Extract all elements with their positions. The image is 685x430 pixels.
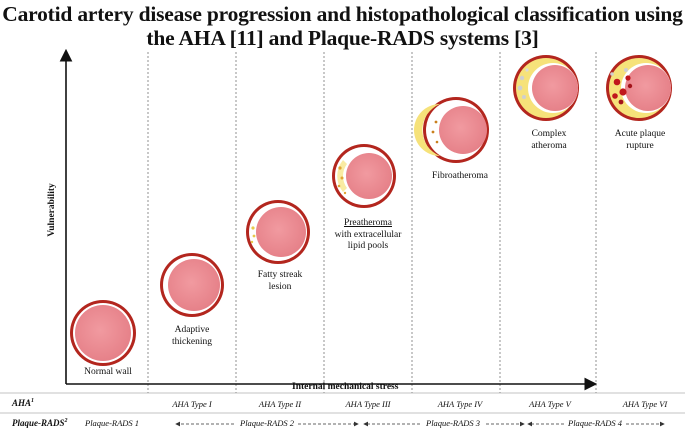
rads-row-label: Plaque-RADS2	[12, 418, 68, 428]
vessel-normal-wall	[70, 300, 136, 366]
aha-type-4: AHA Type IV	[437, 399, 483, 409]
aha-type-1: AHA Type I	[172, 399, 212, 409]
aha-row-label: AHA1	[12, 398, 35, 408]
rads-grade-1: Plaque-RADS 1	[83, 418, 142, 428]
vessel-adaptive-thickening	[160, 253, 224, 317]
y-axis-label: Vulnerability	[47, 183, 57, 237]
vessel-fatty-streak	[246, 200, 310, 264]
vessel-preatheroma	[332, 144, 396, 208]
stage-label-adaptive-thickening: Adaptive thickening	[171, 325, 213, 347]
aha-type-5: AHA Type V	[529, 399, 571, 409]
vessel-complex-atheroma	[513, 55, 579, 121]
figure-title: Carotid artery disease progression and h…	[0, 2, 685, 50]
rads-grade-2: Plaque-RADS 2	[238, 418, 297, 428]
aha-type-6: AHA Type VI	[622, 399, 668, 409]
rads-grade-4: Plaque-RADS 4	[566, 418, 625, 428]
aha-type-3: AHA Type III	[345, 399, 391, 409]
stage-label-fibroatheroma: Fibroatheroma	[432, 171, 488, 181]
stage-label-preatheroma: Preatheroma with extracellular lipid poo…	[334, 218, 402, 251]
stage-dividers	[147, 52, 597, 393]
title-line-2: the AHA [11] and Plaque-RADS systems [3]	[146, 26, 539, 50]
stage-label-fatty-streak: Fatty streak lesion	[257, 270, 303, 292]
stage-label-acute-rupture: Acute plaque rupture	[614, 129, 666, 151]
rads-grade-3: Plaque-RADS 3	[424, 418, 483, 428]
stage-label-normal-wall: Normal wall	[84, 367, 132, 377]
stage-label-complex-atheroma: Complex atheroma	[531, 129, 567, 151]
title-line-1: Carotid artery disease progression and h…	[2, 2, 683, 26]
vessel-fibroatheroma	[414, 97, 489, 163]
aha-type-2: AHA Type II	[258, 399, 302, 409]
vessel-acute-rupture	[606, 55, 672, 121]
x-axis-label: Internal mechanical stress	[292, 382, 399, 392]
